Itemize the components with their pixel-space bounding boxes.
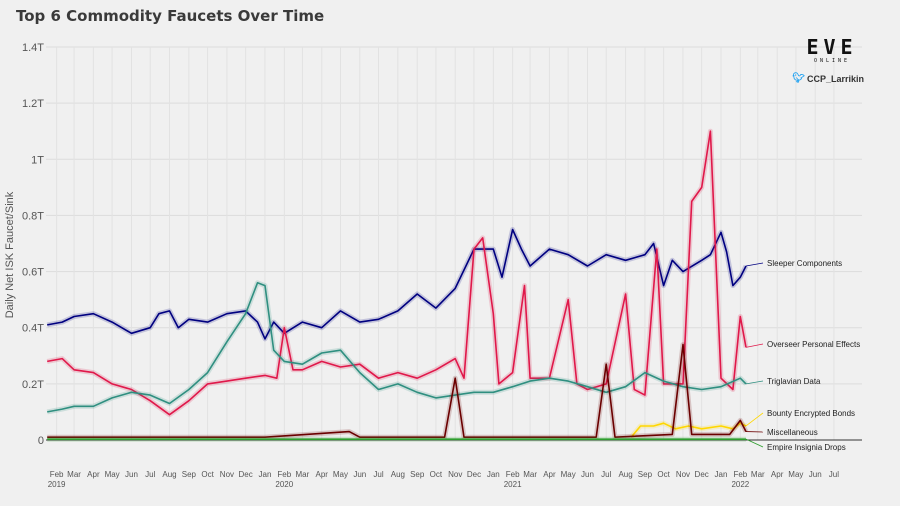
x-tick-label: Nov — [220, 470, 234, 479]
eve-online-logo: EVE ONLINE — [800, 37, 864, 65]
x-tick-label: May — [788, 470, 803, 479]
x-tick-year: 2020 — [275, 480, 293, 489]
series-label-leader — [745, 343, 764, 348]
x-tick-label: Oct — [430, 470, 443, 479]
series-line — [47, 282, 747, 413]
y-tick-label: 0.6T — [22, 267, 44, 279]
x-tick-label: Apr — [316, 470, 329, 479]
series-line — [47, 228, 747, 340]
x-tick-label: May — [561, 470, 576, 479]
x-tick-label: Mar — [523, 470, 537, 479]
y-axis-ticks: 0 0.2T 0.4T 0.6T 0.8T 1T 1.2T 1.4T — [22, 42, 44, 447]
x-tick-label: Nov — [676, 470, 690, 479]
x-tick-label: Jun — [125, 470, 138, 479]
series-label-leader — [745, 380, 764, 385]
series-line — [47, 343, 747, 438]
x-tick-label: Dec — [239, 470, 253, 479]
x-tick-label: Apr — [87, 470, 100, 479]
x-tick-label: Apr — [543, 470, 556, 479]
y-tick-label: 0.2T — [22, 379, 44, 391]
x-tick-label: Feb — [506, 470, 520, 479]
y-axis-label: Daily Net ISK Faucet/Sink — [4, 191, 16, 318]
x-tick-year: 2019 — [48, 480, 66, 489]
x-tick-label: Aug — [162, 470, 176, 479]
series-label: Bounty Encrypted Bonds — [767, 409, 855, 418]
x-tick-label: Mar — [67, 470, 81, 479]
x-tick-label: Aug — [618, 470, 632, 479]
chart-title: Top 6 Commodity Faucets Over Time — [16, 7, 325, 25]
x-tick-label: May — [333, 470, 348, 479]
logo-subtext: ONLINE — [813, 58, 851, 64]
twitter-credit: 🐦︎ CCP_Larrikin — [792, 73, 864, 84]
series-label: Miscellaneous — [767, 428, 818, 437]
x-tick-year: 2022 — [731, 480, 749, 489]
y-tick-label: 1.4T — [22, 42, 44, 54]
series-band — [46, 227, 749, 342]
x-tick-label: Mar — [296, 470, 310, 479]
x-tick-label: Sep — [638, 470, 653, 479]
x-tick-label: Jul — [373, 470, 383, 479]
y-tick-label: 0.4T — [22, 323, 44, 335]
x-tick-year: 2021 — [504, 480, 522, 489]
x-tick-label: Jun — [809, 470, 822, 479]
x-tick-label: Feb — [733, 470, 747, 479]
y-tick-label: 0.8T — [22, 210, 44, 222]
x-tick-label: Oct — [201, 470, 214, 479]
y-tick-label: 0 — [38, 435, 44, 447]
series-label: Triglavian Data — [767, 377, 821, 386]
twitter-bird-icon: 🐦︎ — [792, 73, 805, 84]
x-tick-label: Dec — [695, 470, 709, 479]
x-tick-label: Nov — [448, 470, 462, 479]
x-tick-label: Sep — [410, 470, 425, 479]
x-tick-label: Jul — [145, 470, 155, 479]
x-tick-label: Feb — [50, 470, 64, 479]
x-tick-label: Dec — [467, 470, 481, 479]
series-label: Sleeper Components — [767, 259, 842, 268]
series-labels: Sleeper Components Overseer Personal Effe… — [745, 259, 860, 452]
x-tick-label: Jun — [581, 470, 594, 479]
series-label: Empire Insignia Drops — [767, 443, 846, 452]
series-label: Overseer Personal Effects — [767, 340, 860, 349]
x-tick-label: Jan — [259, 470, 272, 479]
x-tick-label: Feb — [277, 470, 291, 479]
x-tick-label: Apr — [771, 470, 784, 479]
x-tick-label: Jun — [353, 470, 366, 479]
y-tick-label: 1.2T — [22, 98, 44, 110]
series-line — [47, 130, 747, 416]
x-tick-label: Sep — [182, 470, 197, 479]
series-label-leader — [745, 412, 764, 427]
x-tick-label: May — [105, 470, 120, 479]
x-tick-label: Jan — [487, 470, 500, 479]
x-tick-label: Jul — [829, 470, 839, 479]
x-tick-label: Oct — [657, 470, 670, 479]
x-tick-label: Mar — [751, 470, 765, 479]
x-tick-label: Jan — [715, 470, 728, 479]
series-lines — [46, 128, 749, 442]
twitter-handle: CCP_Larrikin — [806, 73, 864, 84]
x-tick-label: Aug — [391, 470, 405, 479]
series-label-leader — [745, 438, 764, 448]
series-label-leader — [745, 262, 764, 267]
y-tick-label: 1T — [31, 154, 44, 166]
x-tick-label: Jul — [601, 470, 611, 479]
logo-text: EVE — [806, 35, 858, 59]
